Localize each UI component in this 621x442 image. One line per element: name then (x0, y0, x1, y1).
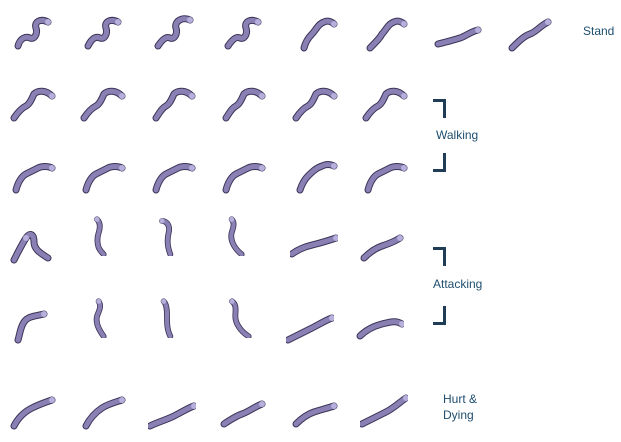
sprite-frame (78, 298, 126, 338)
sprite-frame (220, 12, 268, 52)
sprite-frame (10, 12, 58, 52)
attacking-bracket-top (433, 247, 446, 266)
sprite-frame (216, 216, 264, 256)
sprite-frame (218, 154, 266, 194)
sprite-frame (218, 84, 266, 124)
label-hurt: Hurt & (443, 392, 478, 406)
sprite-frame (290, 392, 338, 432)
label-stand: Stand (583, 24, 615, 38)
sprite-frame (8, 392, 56, 432)
sprite-frame (290, 154, 338, 194)
sprite-frame (360, 224, 408, 264)
sprite-frame (148, 298, 196, 338)
sprite-frame (78, 84, 126, 124)
sprite-frame (218, 298, 266, 338)
sprite-frame (78, 154, 126, 194)
label-walking: Walking (436, 128, 479, 142)
sprite-frame (8, 304, 56, 344)
sprite-frame (8, 154, 56, 194)
walking-bracket-top (433, 99, 446, 118)
sprite-frame (78, 392, 126, 432)
sprite-frame (290, 84, 338, 124)
sprite-frame (218, 394, 266, 434)
sprite-frame (290, 12, 338, 52)
label-attacking: Attacking (433, 277, 483, 291)
sprite-frame (290, 228, 338, 268)
sprite-frame (360, 392, 408, 432)
sprite-frame (360, 84, 408, 124)
sprite-frame (434, 14, 482, 54)
sprite-frame (506, 12, 554, 52)
sprite-frame (148, 154, 196, 194)
walking-bracket-bottom (433, 153, 446, 172)
sprite-frame (286, 306, 334, 346)
sprite-frame (8, 224, 56, 264)
attacking-bracket-bottom (433, 306, 446, 325)
sprite-frame (148, 216, 196, 256)
sprite-frame (360, 12, 408, 52)
sprite-frame (8, 84, 56, 124)
sprite-frame (148, 84, 196, 124)
sprite-frame (150, 12, 198, 52)
sprite-frame (148, 396, 196, 436)
sprite-frame (80, 12, 128, 52)
label-dying: Dying (443, 408, 474, 422)
sprite-frame (356, 306, 404, 346)
sprite-frame (78, 216, 126, 256)
sprite-frame (360, 154, 408, 194)
